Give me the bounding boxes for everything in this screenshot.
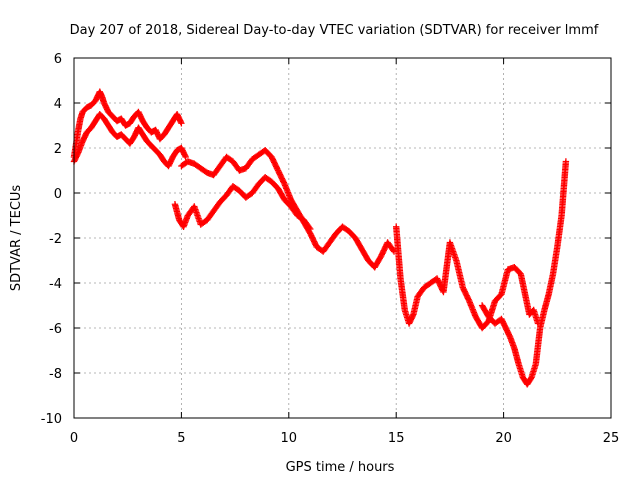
y-tick-label: -8 (49, 367, 62, 382)
x-axis-label: GPS time / hours (286, 460, 395, 475)
chart-title: Day 207 of 2018, Sidereal Day-to-day VTE… (70, 23, 599, 38)
axis-ticks: 0 5 10 15 20 25 -10 -8 -6 -4 -2 0 2 4 6 (41, 52, 620, 446)
y-tick-label: -4 (49, 277, 62, 292)
grid-lines (74, 58, 611, 418)
plot-frame (73, 57, 612, 419)
data-point (307, 225, 314, 233)
x-tick-label: 5 (177, 431, 185, 446)
data-point (306, 224, 313, 231)
data-points (70, 88, 570, 388)
data-point (562, 158, 570, 165)
y-tick-label: -6 (49, 322, 62, 337)
data-point (182, 153, 189, 161)
y-tick-label: 4 (54, 97, 62, 112)
y-tick-label: -10 (41, 412, 62, 427)
y-tick-label: 0 (54, 187, 62, 202)
y-tick-label: 6 (54, 52, 62, 67)
y-tick-label: -2 (49, 232, 62, 247)
x-tick-label: 0 (70, 431, 78, 446)
x-tick-label: 10 (281, 431, 298, 446)
data-point (178, 120, 185, 127)
x-tick-label: 25 (603, 431, 620, 446)
y-axis-label: SDTVAR / TECUs (9, 185, 24, 292)
y-tick-label: 2 (54, 142, 62, 157)
x-tick-label: 15 (388, 431, 405, 446)
x-tick-label: 20 (495, 431, 512, 446)
